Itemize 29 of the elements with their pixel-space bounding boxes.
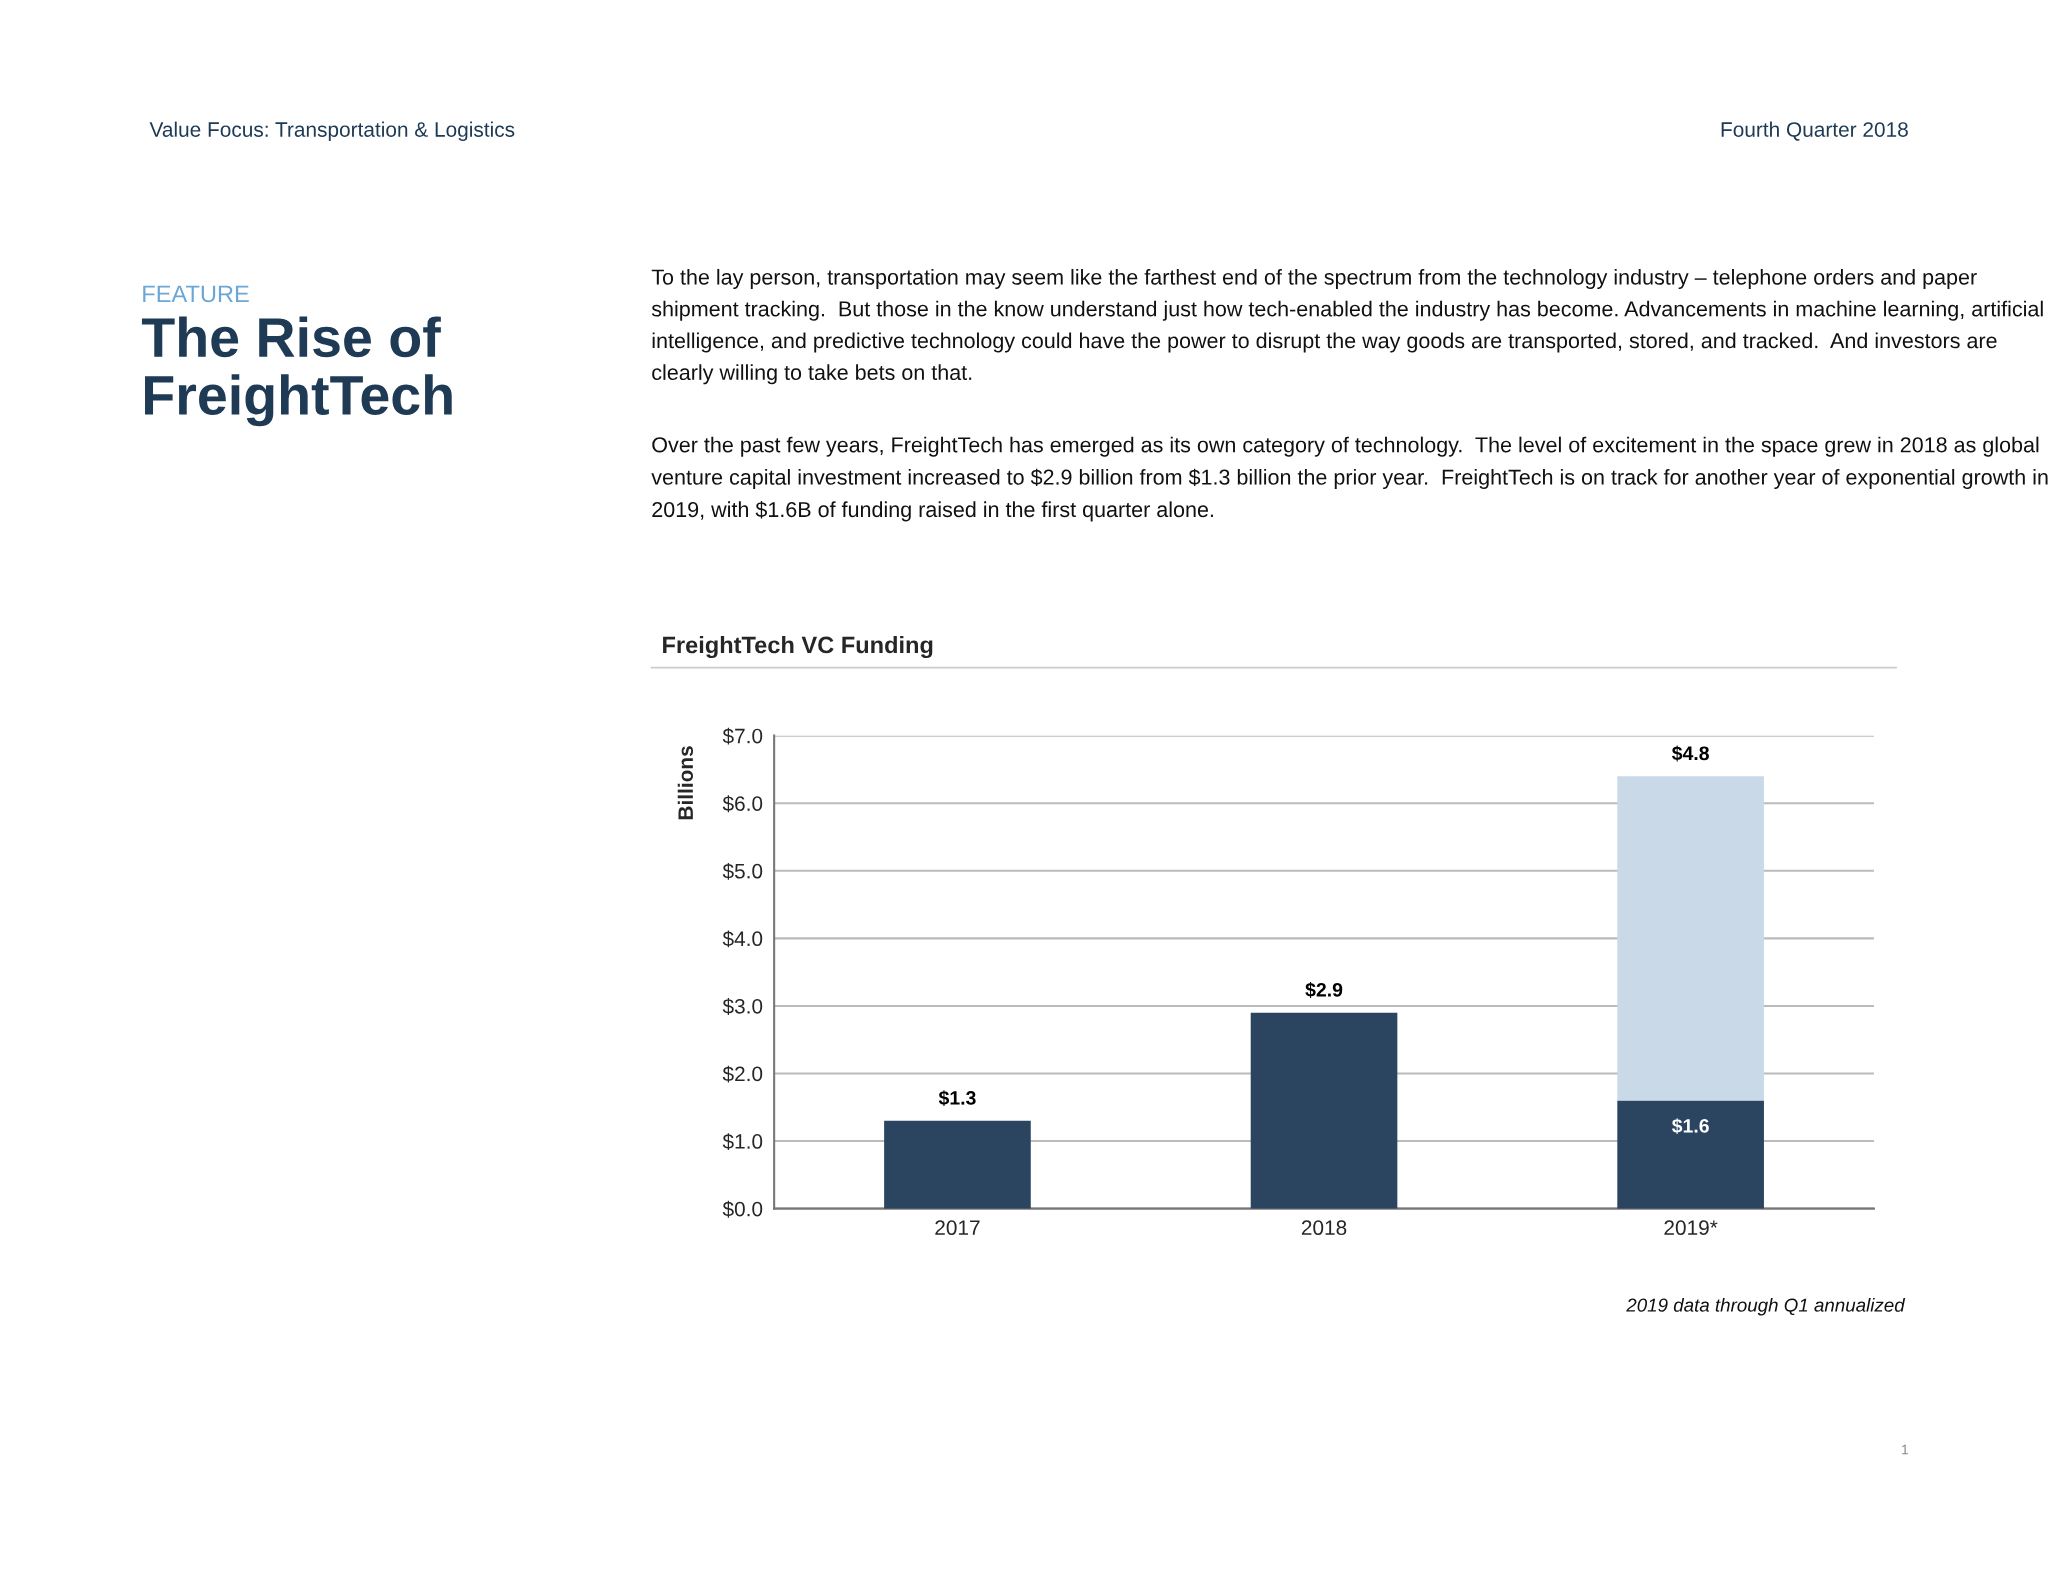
text: FEATURE <box>143 285 249 303</box>
text: Value Focus: Transportation & Logistics <box>149 121 515 142</box>
y-tick-label: $4.0 <box>722 930 763 948</box>
y-tick-label: $5.0 <box>722 862 763 880</box>
text: Over the past few years, FreightTech has emerged as its own category of technology. The level of excitement in the space grew in 2018 as global venture capital investment increased to $2.9 billion from $1.3 billion the prior year. FreightTech is on track for another year of exponential growth in 2019, with $1.6B of funding raised in the first quarter alone. <box>651 436 2048 522</box>
x-tick-label: 2017 <box>935 1220 980 1236</box>
data-label: $1.3 <box>938 1090 976 1107</box>
text: Fourth Quarter 2018 <box>1721 121 1908 141</box>
y-axis-title: Billions <box>677 746 694 820</box>
bar <box>884 1120 1031 1209</box>
y-tick-label: $1.0 <box>722 1133 763 1151</box>
x-tick-label: 2018 <box>1301 1220 1347 1236</box>
data-label: $4.8 <box>1671 745 1709 762</box>
bar <box>1250 1012 1398 1209</box>
data-label: $2.9 <box>1305 982 1343 998</box>
y-tick-label: $2.0 <box>722 1065 763 1083</box>
y-tick-label: $3.0 <box>722 998 763 1015</box>
text: 2019 data through Q1 annualized <box>1626 1297 1906 1316</box>
bar <box>1617 1100 1764 1209</box>
x-tick-label: 2019* <box>1664 1220 1718 1236</box>
text: 1 <box>1902 1444 1909 1455</box>
y-tick-label: $7.0 <box>722 727 763 745</box>
text: To the lay person, transportation may seem like the farthest end of the spectrum from the technology industry – telephone orders and paper shipment tracking. But those in the know understand just how tech-enabled the industry has become. Advancements in machine learning, artificial intelligence, and predictive technology could have the power to disrupt the way goods are transported, stored, and tracked. And investors are clearly willing to take bets on that. <box>651 268 2043 385</box>
text: The Rise of FreightTech <box>141 316 452 427</box>
chart-title: FreightTech VC Funding <box>663 635 933 659</box>
y-tick-label: $6.0 <box>722 795 763 813</box>
bar <box>1617 776 1764 1101</box>
y-tick-label: $0.0 <box>722 1200 763 1218</box>
data-label: $1.6 <box>1671 1118 1709 1135</box>
